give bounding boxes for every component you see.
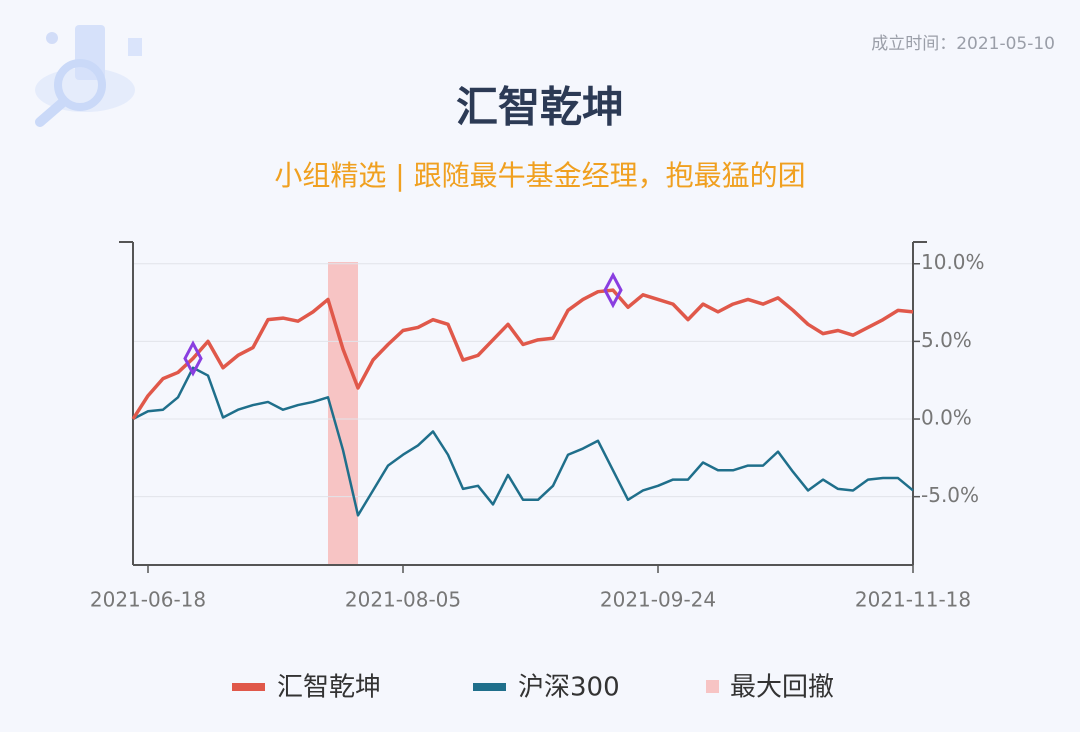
chart-subtitle: 小组精选 | 跟随最牛基金经理，抱最猛的团 [274,159,805,192]
legend-label: 汇智乾坤 [277,673,381,703]
legend-swatch [232,683,265,691]
highlight-marker [603,271,623,309]
x-tick-label: 2021-06-18 [90,588,206,612]
y-tick-label: 10.0% [921,250,985,274]
legend-label: 最大回撤 [730,673,834,703]
legend-swatch [706,680,719,693]
chart-title: 汇智乾坤 [456,83,624,132]
series-line [132,366,914,517]
x-tick-label: 2021-08-05 [345,588,461,612]
decor-icon [35,25,142,127]
legend-swatch [473,683,506,691]
y-tick-label: 0.0% [921,406,972,430]
highlight-marker [183,340,203,377]
series-line [131,288,914,420]
established-date: 成立时间：2021-05-10 [871,34,1055,54]
y-tick-label: -5.0% [921,483,979,507]
x-tick-label: 2021-09-24 [600,588,716,612]
legend-label: 沪深300 [518,673,620,703]
y-tick-label: 5.0% [921,328,972,352]
x-tick-label: 2021-11-18 [855,588,971,612]
